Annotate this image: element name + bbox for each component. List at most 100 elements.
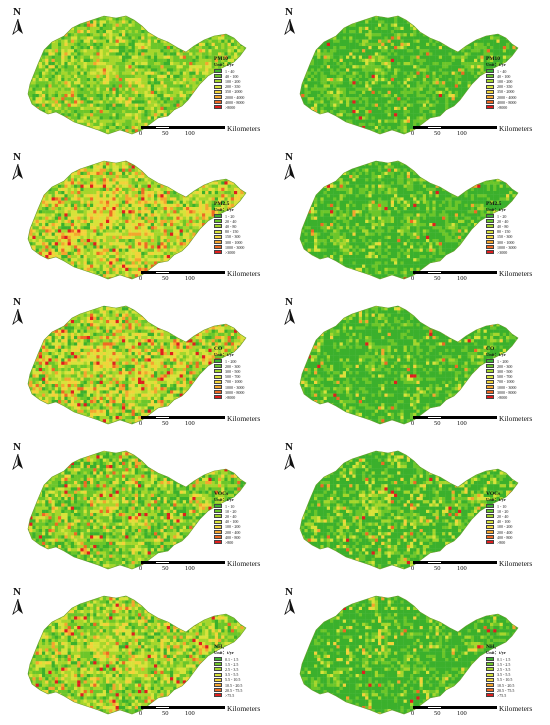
legend-swatch bbox=[214, 250, 222, 255]
legend-label: 1 - 40 bbox=[225, 69, 234, 74]
legend-item: 3000 - 8000 bbox=[214, 390, 244, 395]
legend-swatch bbox=[486, 667, 494, 672]
province-emission-map bbox=[299, 160, 519, 280]
scale-unit-label: Kilometers bbox=[227, 704, 260, 713]
legend-swatch bbox=[214, 672, 222, 677]
legend-item: 200 - 300 bbox=[214, 364, 244, 369]
legend-unit: Unit：t/yr bbox=[486, 497, 512, 503]
legend-swatch bbox=[486, 374, 494, 379]
legend-item: >800 bbox=[486, 540, 512, 545]
legend-swatch bbox=[486, 524, 494, 529]
legend-item: >8000 bbox=[486, 395, 516, 400]
legend-item: 400 - 800 bbox=[486, 535, 512, 540]
scale-tick-label: 0 bbox=[139, 710, 142, 717]
legend-swatch bbox=[214, 514, 222, 519]
legend-swatch bbox=[214, 229, 222, 234]
legend-swatch bbox=[214, 95, 222, 100]
scale-tick-label: 100 bbox=[457, 420, 467, 427]
scale-tick-label: 50 bbox=[162, 420, 169, 427]
scale-tick-label: 50 bbox=[162, 275, 169, 282]
legend-label: >800 bbox=[225, 540, 233, 545]
map-panel-vocs-right: N VOCs Unit：t/yr 1 - 10 10 - 20 20 - 40 40 - 1… bbox=[280, 441, 548, 579]
legend-swatch bbox=[214, 100, 222, 105]
legend-swatch bbox=[214, 667, 222, 672]
legend-label: 40 - 80 bbox=[497, 224, 508, 229]
scale-tick-label: 100 bbox=[185, 420, 195, 427]
north-label: N bbox=[13, 151, 21, 163]
scale-unit-label: Kilometers bbox=[499, 559, 532, 568]
scale-bar: 0 50 100 Kilometers bbox=[139, 124, 281, 140]
scale-tick-label: 0 bbox=[411, 130, 414, 137]
map-panel-pm25-right: N PM2.5 Unit：t/yr 1 - 20 20 - 40 40 - 80 80 - … bbox=[280, 151, 548, 289]
legend-item: 350 - 2000 bbox=[214, 89, 244, 94]
scale-tick-label: 100 bbox=[457, 565, 467, 572]
legend-item: 20 - 40 bbox=[486, 219, 516, 224]
legend-label: 4000 - 8000 bbox=[497, 100, 516, 105]
legend-item: 100 - 200 bbox=[214, 524, 240, 529]
legend-swatch bbox=[486, 74, 494, 79]
legend-label: 100 - 200 bbox=[497, 79, 512, 84]
legend-swatch bbox=[214, 79, 222, 84]
legend-swatch bbox=[214, 385, 222, 390]
legend-title: CO bbox=[214, 346, 244, 352]
legend-item: 10.5 - 20.5 bbox=[214, 682, 242, 688]
legend-label: 5.5 - 10.5 bbox=[497, 677, 512, 682]
north-arrow-icon: N bbox=[10, 6, 30, 35]
legend: NH₃ Unit：t/yr 0.1 - 1.5 1.5 - 2.5 2.5 - 3.5 3… bbox=[214, 644, 242, 698]
legend-unit: Unit：t/yr bbox=[486, 650, 514, 656]
scale-bar: 0 50 100 Kilometers bbox=[411, 704, 550, 720]
legend-swatch bbox=[486, 693, 494, 698]
legend: PM2.5 Unit：t/yr 1 - 20 20 - 40 40 - 80 80 - 1… bbox=[214, 201, 244, 255]
legend-label: 40 - 100 bbox=[225, 74, 238, 79]
legend-item: 5.5 - 10.5 bbox=[486, 677, 514, 682]
legend-label: 80 - 150 bbox=[225, 229, 238, 234]
scale-bar: 0 50 100 Kilometers bbox=[139, 704, 281, 720]
legend-label: 300 - 1000 bbox=[497, 240, 514, 245]
legend-swatch bbox=[214, 359, 222, 364]
north-label: N bbox=[285, 441, 293, 453]
legend-label: >75.5 bbox=[225, 693, 234, 698]
scale-tick-label: 0 bbox=[139, 565, 142, 572]
legend-item: 40 - 80 bbox=[214, 224, 244, 229]
legend-swatch bbox=[486, 105, 494, 110]
legend-item: >3000 bbox=[486, 250, 516, 255]
legend-item: 100 - 200 bbox=[486, 524, 512, 529]
legend-item: >8000 bbox=[486, 105, 516, 110]
legend-label: 150 - 300 bbox=[225, 234, 240, 239]
legend-item: 20 - 40 bbox=[486, 514, 512, 519]
map-panel-co-left: N CO Unit：t/yr 1 - 200 200 - 300 300 - 500 500… bbox=[8, 296, 276, 434]
legend-item: 500 - 700 bbox=[486, 374, 516, 379]
legend-label: 200 - 400 bbox=[225, 530, 240, 535]
legend-swatch bbox=[486, 79, 494, 84]
legend-label: 200 - 300 bbox=[497, 364, 512, 369]
legend-label: 200 - 400 bbox=[497, 530, 512, 535]
legend-item: 10 - 20 bbox=[486, 509, 512, 514]
legend-label: 300 - 500 bbox=[225, 369, 240, 374]
north-arrow-icon: N bbox=[10, 296, 30, 325]
legend: NH₃ Unit：t/yr 0.1 - 1.5 1.5 - 2.5 2.5 - 3.5 3… bbox=[486, 644, 514, 698]
legend: VOCs Unit：t/yr 1 - 10 10 - 20 20 - 40 40 - 10… bbox=[486, 491, 512, 545]
scale-tick-label: 50 bbox=[434, 130, 441, 137]
legend-label: 200 - 350 bbox=[225, 84, 240, 89]
legend-item: 2.5 - 3.5 bbox=[214, 667, 242, 672]
scale-bar: 0 50 100 Kilometers bbox=[411, 124, 550, 140]
legend-label: 40 - 100 bbox=[225, 519, 238, 524]
province-emission-map bbox=[299, 15, 519, 135]
legend-label: 1 - 10 bbox=[497, 504, 506, 509]
north-arrow-icon: N bbox=[282, 6, 302, 35]
legend-item: 100 - 200 bbox=[486, 79, 516, 84]
scale-tick-label: 100 bbox=[185, 130, 195, 137]
north-arrow-icon: N bbox=[10, 586, 30, 615]
legend-item: 40 - 100 bbox=[214, 519, 240, 524]
legend-swatch bbox=[214, 219, 222, 224]
legend-swatch bbox=[486, 672, 494, 677]
legend-swatch bbox=[214, 390, 222, 395]
north-label: N bbox=[13, 586, 21, 598]
scale-bar: 0 50 100 Kilometers bbox=[139, 269, 281, 285]
legend-label: 700 - 1000 bbox=[497, 379, 514, 384]
legend-item: 2.5 - 3.5 bbox=[486, 667, 514, 672]
legend-title: PM10 bbox=[214, 56, 244, 62]
legend-title: PM2.5 bbox=[486, 201, 516, 207]
legend-unit: Unit：t/yr bbox=[214, 207, 244, 213]
legend-item: 400 - 800 bbox=[214, 535, 240, 540]
